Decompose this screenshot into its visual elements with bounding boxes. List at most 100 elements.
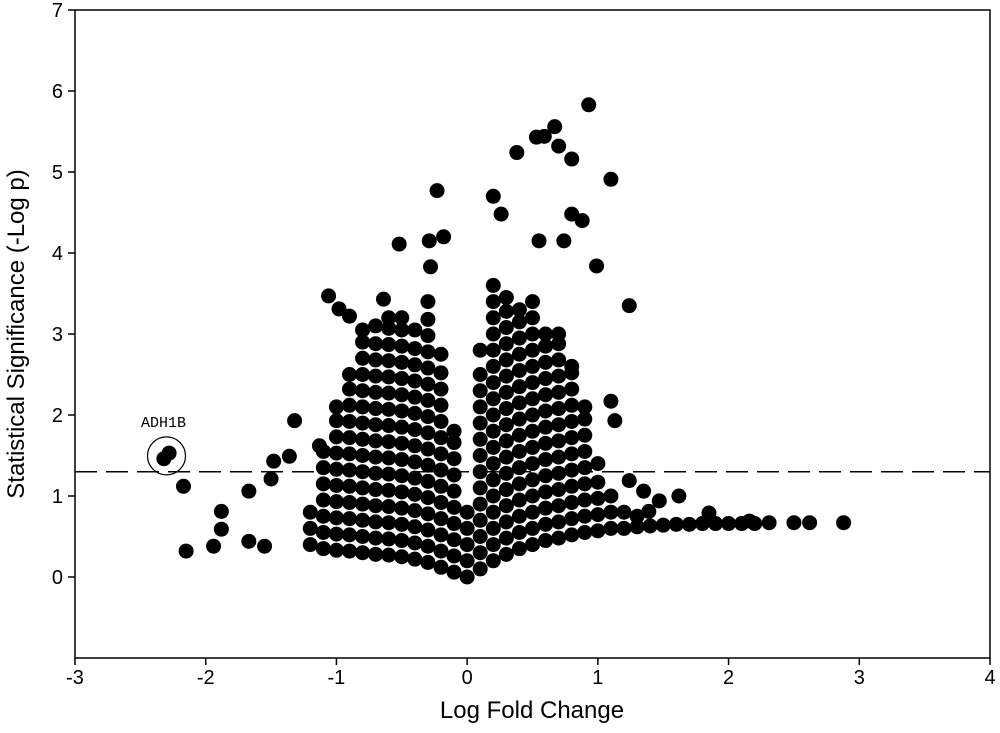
- point: [802, 515, 818, 531]
- point: [381, 385, 397, 401]
- point: [472, 383, 488, 399]
- point: [355, 496, 371, 512]
- point: [485, 423, 501, 439]
- point: [621, 298, 637, 314]
- point: [315, 476, 331, 492]
- point: [321, 288, 337, 304]
- point: [472, 431, 488, 447]
- plot-frame: [74, 9, 991, 659]
- point: [407, 519, 423, 535]
- point: [433, 446, 449, 462]
- point: [459, 504, 475, 520]
- point: [368, 368, 384, 384]
- point: [589, 258, 605, 274]
- point: [498, 530, 514, 546]
- point: [381, 310, 397, 326]
- point: [420, 441, 436, 457]
- point: [407, 454, 423, 470]
- point: [459, 569, 475, 585]
- point: [328, 445, 344, 461]
- point: [564, 397, 580, 413]
- point: [407, 551, 423, 567]
- point: [551, 530, 567, 546]
- point: [368, 514, 384, 530]
- point: [564, 511, 580, 527]
- point: [538, 387, 554, 403]
- point: [381, 337, 397, 353]
- point: [681, 516, 697, 532]
- point: [433, 543, 449, 559]
- point: [355, 545, 371, 561]
- point: [328, 399, 344, 415]
- point: [621, 473, 637, 489]
- point: [485, 504, 501, 520]
- y-tick-label: 1: [52, 486, 63, 508]
- point: [538, 516, 554, 532]
- point: [459, 537, 475, 553]
- point: [394, 549, 410, 565]
- point: [446, 467, 462, 483]
- point: [407, 322, 423, 338]
- point: [394, 500, 410, 516]
- point: [394, 516, 410, 532]
- point: [498, 290, 514, 306]
- annotation-circle: [146, 436, 187, 476]
- point: [590, 523, 606, 539]
- point: [328, 526, 344, 542]
- point: [603, 393, 619, 409]
- point: [355, 334, 371, 350]
- point: [498, 336, 514, 352]
- point: [328, 494, 344, 510]
- point: [551, 465, 567, 481]
- point: [581, 97, 597, 113]
- point: [368, 498, 384, 514]
- point: [315, 524, 331, 540]
- point: [420, 344, 436, 360]
- point: [551, 417, 567, 433]
- y-axis-title: Statistical Significance (-Log p): [3, 169, 30, 498]
- point: [368, 352, 384, 368]
- point: [257, 538, 273, 554]
- point: [342, 381, 357, 397]
- point: [472, 512, 488, 528]
- point: [421, 233, 437, 249]
- point: [498, 546, 514, 562]
- point: [342, 462, 357, 478]
- point: [564, 478, 580, 494]
- point: [564, 494, 580, 510]
- point: [525, 342, 540, 358]
- point: [538, 338, 554, 354]
- point: [381, 401, 397, 417]
- point: [528, 129, 544, 145]
- point: [302, 504, 318, 520]
- point: [311, 438, 327, 454]
- y-tick-label: 2: [52, 405, 63, 427]
- point: [328, 461, 344, 477]
- point: [551, 384, 567, 400]
- point: [511, 541, 527, 557]
- point: [375, 291, 391, 307]
- point: [394, 322, 410, 338]
- point: [511, 395, 527, 411]
- point: [607, 413, 623, 429]
- point: [525, 504, 540, 520]
- point: [355, 512, 371, 528]
- point: [485, 277, 501, 293]
- point: [433, 413, 449, 429]
- point: [407, 470, 423, 486]
- point: [381, 434, 397, 450]
- point: [551, 352, 567, 368]
- point: [315, 460, 331, 476]
- point: [577, 508, 593, 524]
- point: [420, 360, 436, 376]
- point: [761, 515, 777, 531]
- point: [531, 233, 547, 249]
- y-tick-label: 7: [52, 0, 63, 22]
- point: [342, 367, 357, 382]
- point: [433, 346, 449, 362]
- x-tick-label: 3: [854, 667, 865, 689]
- point: [525, 439, 540, 455]
- point: [381, 369, 397, 385]
- point: [551, 401, 567, 417]
